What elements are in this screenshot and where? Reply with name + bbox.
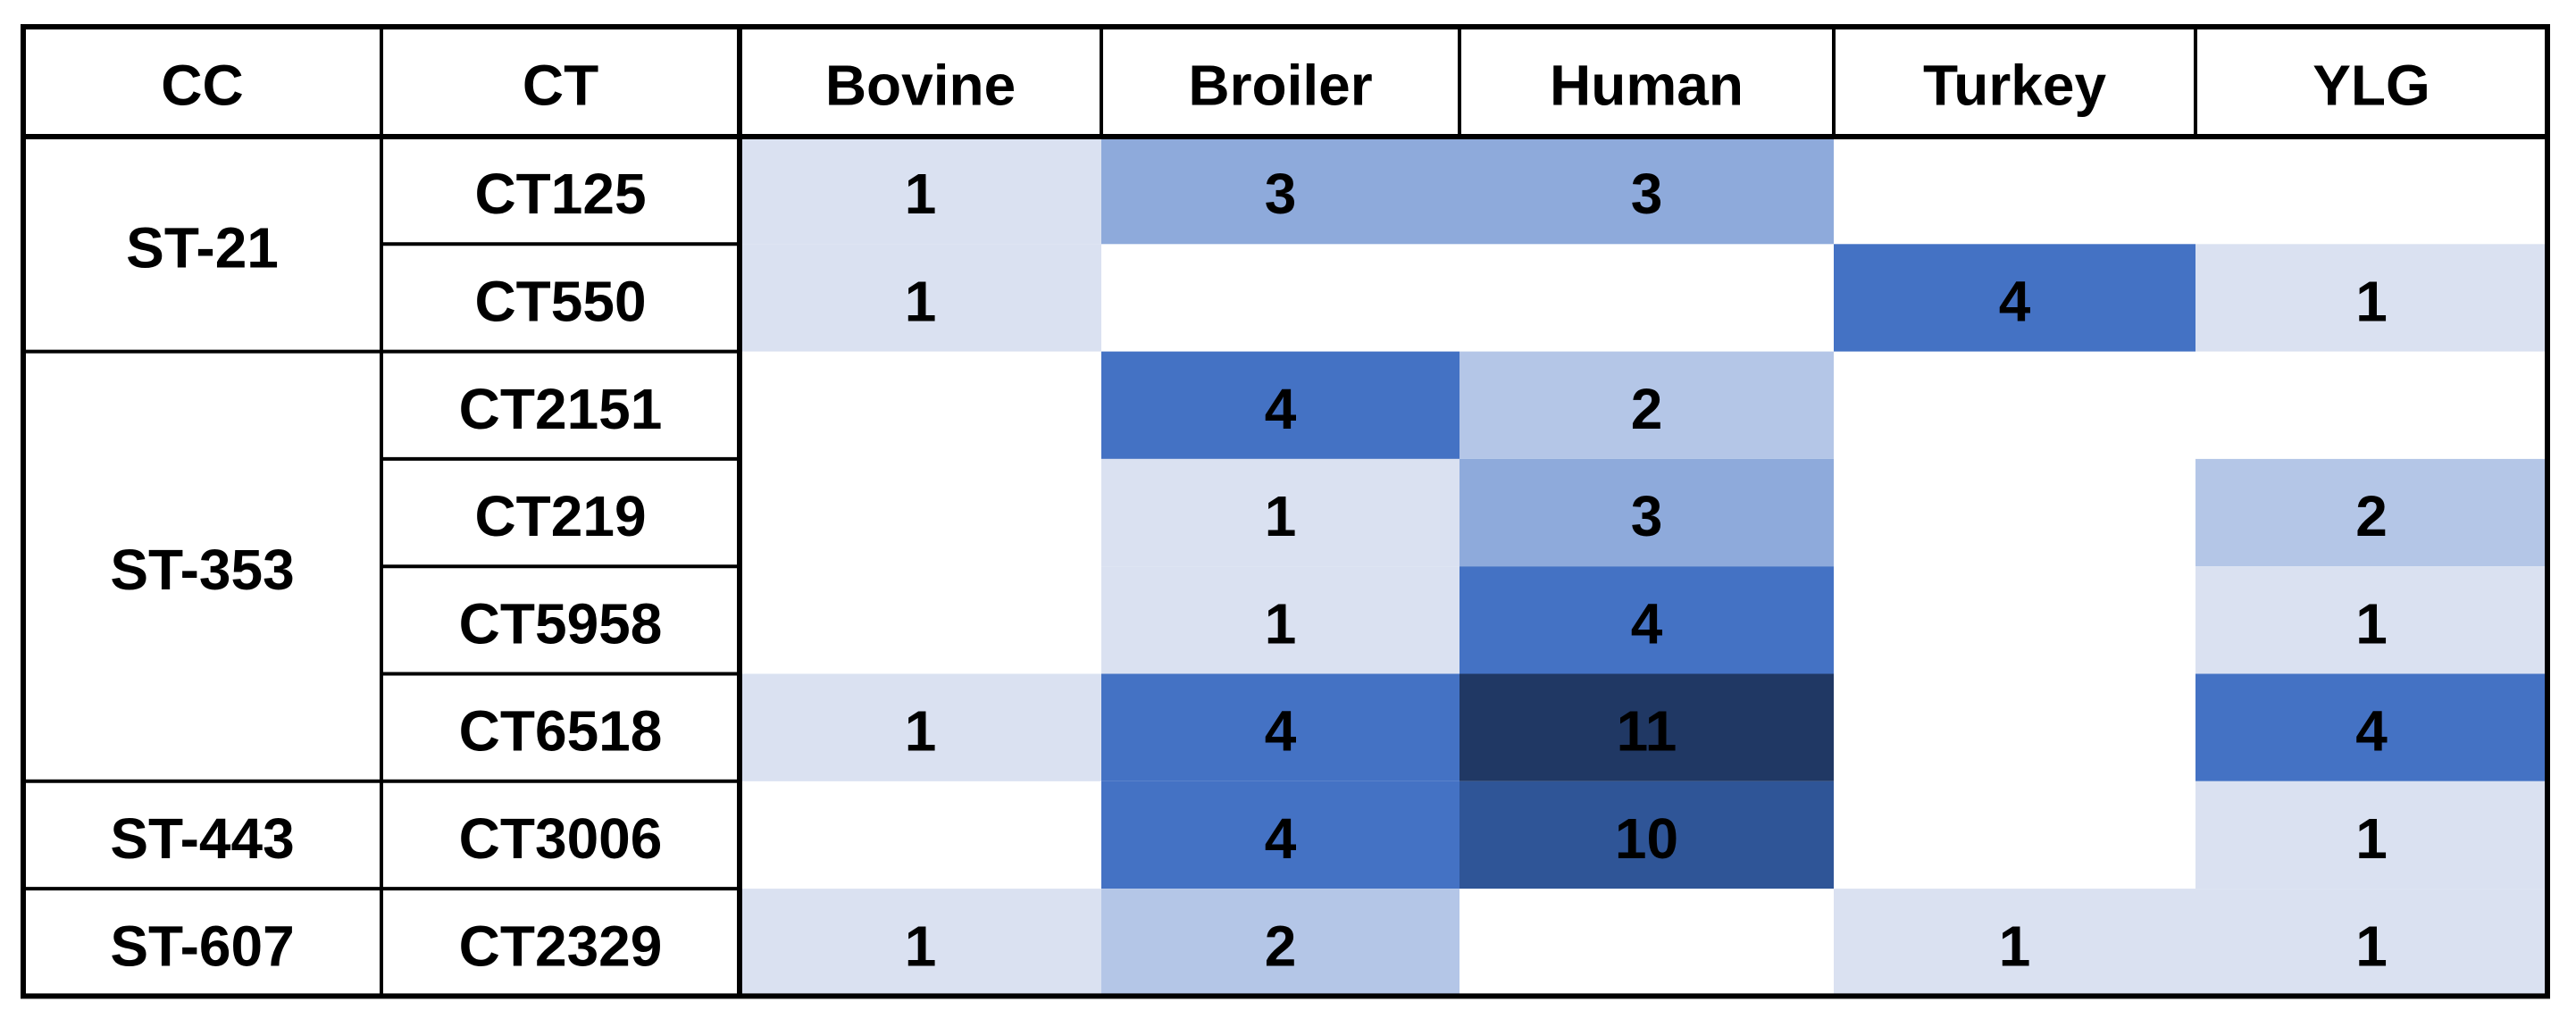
heat-cell [740,137,1101,245]
header-cell: CC [161,54,243,118]
heat-cell [2195,244,2547,352]
cell-value: 1 [2355,914,2388,978]
cell-value: 1 [905,162,937,226]
ct-label: CT2151 [459,377,663,441]
ct-label: CT2329 [459,914,663,978]
heat-cell [1459,458,1834,567]
heat-cell [1834,889,2195,997]
cell-value: 4 [1631,591,1663,655]
cell-value: 4 [1265,377,1297,441]
heat-cell [1459,673,1834,781]
heat-cell [1101,351,1459,459]
cell-value: 1 [905,269,937,333]
cell-value: 4 [1265,806,1297,871]
ct-label: CT5958 [459,591,663,655]
cc-label: ST-21 [126,215,279,280]
ct-label: CT3006 [459,806,663,871]
ct-label: CT219 [474,484,646,548]
cell-value: 2 [2355,484,2388,548]
cell-value: 3 [1631,484,1663,548]
cell-value: 1 [1265,591,1297,655]
cell-value: 2 [1631,377,1663,441]
ct-label: CT6518 [459,699,663,764]
heat-cell [2195,781,2547,889]
header-cell: Human [1550,54,1744,118]
heat-cell [1834,244,2195,352]
cell-value: 1 [905,699,937,764]
heat-cell [1101,566,1459,674]
heat-cell [1459,137,1834,245]
cell-value: 4 [2355,699,2388,764]
cell-value: 3 [1265,162,1297,226]
header-cell: YLG [2313,54,2430,118]
cc-label: ST-443 [110,806,294,871]
cell-value: 3 [1631,162,1663,226]
cell-value: 4 [1265,699,1297,764]
heat-cell [2195,673,2547,781]
heat-cell [1101,781,1459,889]
cell-value: 1 [2355,806,2388,871]
heat-cell [1101,889,1459,997]
heat-cell [2195,889,2547,997]
ct-label: CT550 [474,269,646,333]
heat-cell [1459,781,1834,889]
header-cell: Turkey [1923,54,2107,118]
cell-value: 1 [1999,914,2031,978]
header-cell: CT [523,54,598,118]
heat-cell [740,889,1101,997]
header-cell: Broiler [1188,54,1372,118]
cell-value: 10 [1615,806,1678,871]
outer-border [21,24,2550,999]
heat-cell [1101,137,1459,245]
cell-value: 1 [905,914,937,978]
heat-cell [740,673,1101,781]
cell-value: 1 [2355,269,2388,333]
cc-label: ST-353 [110,538,294,602]
cell-value: 4 [1999,269,2031,333]
heat-cell [1101,673,1459,781]
ct-label: CT125 [474,162,646,226]
heat-cell [740,244,1101,352]
heat-cell [1459,351,1834,459]
cell-value: 1 [2355,591,2388,655]
cc-label: ST-607 [110,914,294,978]
heat-cell [1459,566,1834,674]
cell-value: 11 [1617,699,1677,764]
cell-value: 1 [1265,484,1297,548]
header-cell: Bovine [825,54,1016,118]
cell-value: 2 [1265,914,1297,978]
heat-cell [2195,458,2547,567]
heat-cell [1101,458,1459,567]
heat-cell [2195,566,2547,674]
